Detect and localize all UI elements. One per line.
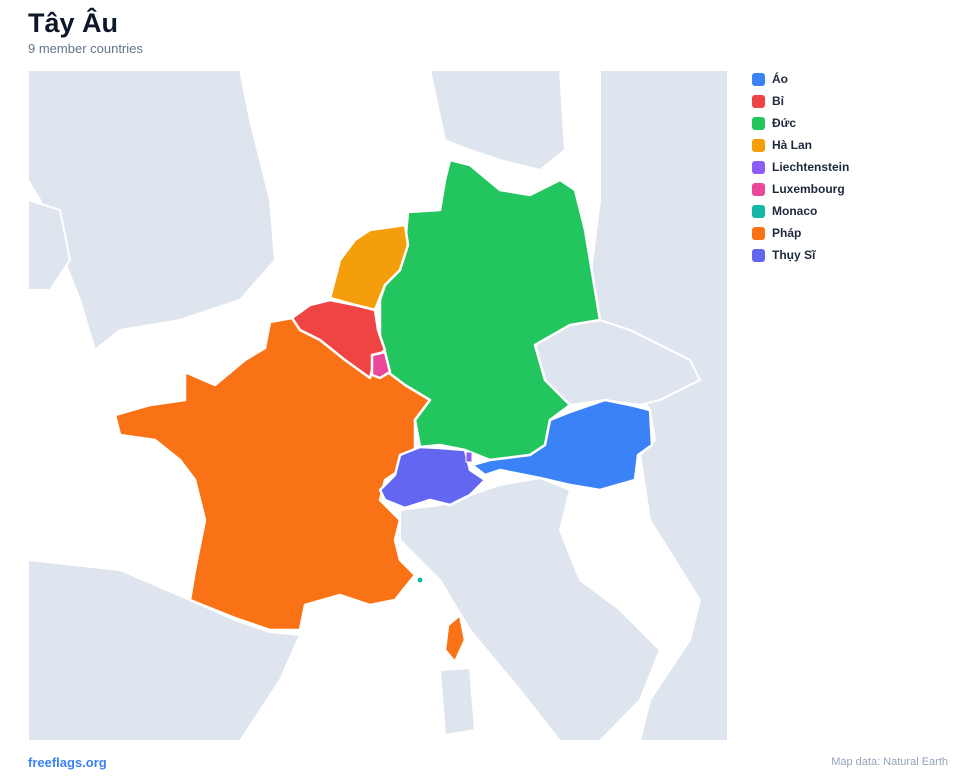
legend-swatch <box>752 204 765 218</box>
legend-label: Liechtenstein <box>772 160 850 174</box>
legend-item: Pháp <box>752 222 849 244</box>
legend-label: Bỉ <box>772 94 784 108</box>
legend-item: Bỉ <box>752 90 849 112</box>
legend-label: Đức <box>772 116 797 130</box>
legend-swatch <box>752 248 765 262</box>
country <box>290 298 387 380</box>
map <box>28 70 728 741</box>
legend-item: Monaco <box>752 200 849 222</box>
legend-item: Luxembourg <box>752 178 849 200</box>
legend-item: Thụy Sĩ <box>752 244 849 266</box>
legend: Áo Bỉ Đức Hà Lan Liechtenstein Luxembourg Mona… <box>752 68 849 266</box>
legend-item: Hà Lan <box>752 134 849 156</box>
title: Tây Âu <box>28 8 119 38</box>
legend-label: Luxembourg <box>772 182 845 196</box>
country <box>370 350 392 380</box>
legend-label: Hà Lan <box>772 138 813 152</box>
legend-label: Pháp <box>772 226 802 240</box>
legend-swatch <box>752 116 765 130</box>
legend-item: Đức <box>752 112 849 134</box>
credit: Map data: Natural Earth <box>831 756 948 768</box>
legend-swatch <box>752 160 765 174</box>
legend-swatch <box>752 94 765 108</box>
country <box>465 451 473 463</box>
legend-swatch <box>752 72 765 86</box>
legend-item: Liechtenstein <box>752 156 849 178</box>
legend-swatch <box>752 226 765 240</box>
legend-label: Áo <box>772 72 788 86</box>
legend-label: Thụy Sĩ <box>772 248 816 262</box>
country <box>416 576 424 584</box>
legend-item: Áo <box>752 68 849 90</box>
legend-label: Monaco <box>772 204 818 218</box>
site-link[interactable]: freeflags.org <box>28 755 107 770</box>
countries <box>113 158 654 664</box>
country <box>378 445 487 510</box>
country <box>443 613 467 664</box>
legend-swatch <box>752 182 765 196</box>
legend-swatch <box>752 138 765 152</box>
subtitle: 9 member countries <box>28 41 143 56</box>
country <box>470 398 654 492</box>
